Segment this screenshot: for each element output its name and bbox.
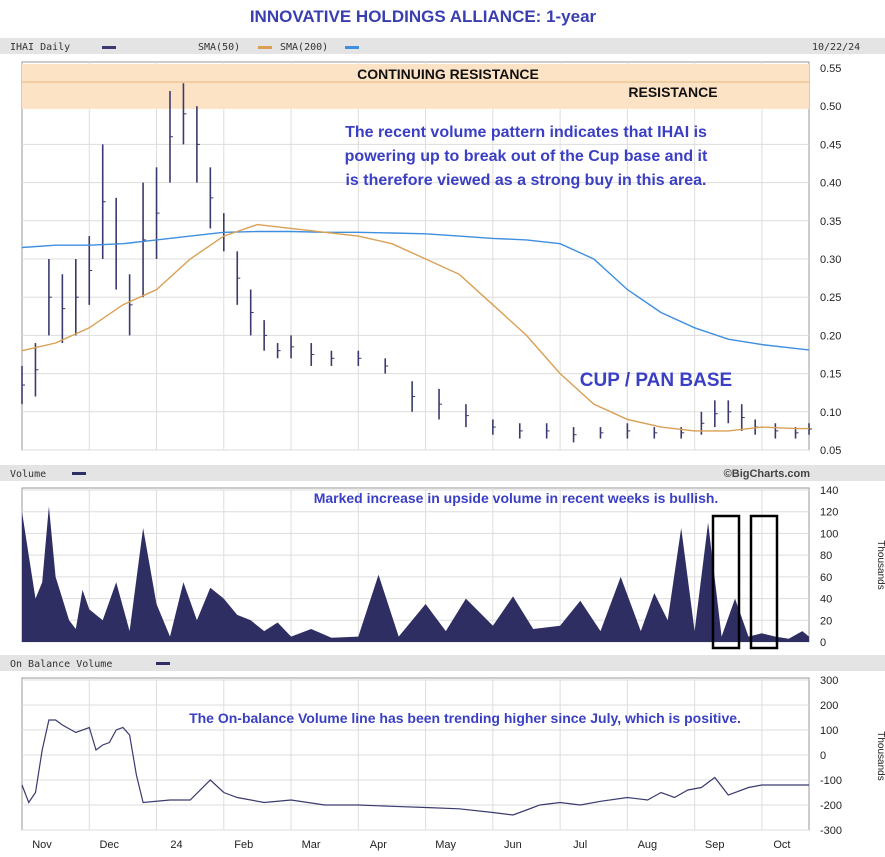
obv-y-tick-2: 100 xyxy=(820,725,838,737)
price-bars xyxy=(21,83,812,443)
obv-gridlines xyxy=(22,678,809,831)
volume-area xyxy=(22,506,809,642)
x-tick-6: May xyxy=(435,839,456,851)
cup-pan-base-label: CUP / PAN BASE xyxy=(580,370,732,391)
price-annotation-line-1: The recent volume pattern indicates that… xyxy=(345,124,707,141)
price-y-tick-3: 0.40 xyxy=(820,178,841,190)
obv-y-tick-5: -200 xyxy=(820,800,842,812)
price-panel-frame xyxy=(21,61,810,451)
volume-unit-label: Thousands xyxy=(875,540,885,589)
price-y-tick-0: 0.55 xyxy=(820,63,841,75)
sma50-legend-swatch xyxy=(258,46,272,49)
continuing-resistance-label: CONTINUING RESISTANCE xyxy=(357,66,539,82)
price-y-tick-10: 0.05 xyxy=(820,445,841,457)
obv-y-tick-0: 300 xyxy=(820,675,838,687)
volume-y-tick-7: 0 xyxy=(820,637,826,649)
x-tick-2: 24 xyxy=(170,839,182,851)
x-tick-3: Feb xyxy=(234,839,253,851)
obv-y-tick-3: 0 xyxy=(820,750,826,762)
x-axis: Nov Dec 24 Feb Mar Apr May Jun Jul Aug Sep Oct xyxy=(32,839,790,851)
price-y-tick-4: 0.35 xyxy=(820,216,841,228)
price-y-tick-5: 0.30 xyxy=(820,254,841,266)
obv-y-tick-4: -100 xyxy=(820,775,842,787)
sma200-legend-swatch xyxy=(345,46,359,49)
obv-y-tick-1: 200 xyxy=(820,700,838,712)
sma200-legend-label: SMA(200) xyxy=(280,42,328,53)
obv-legend-swatch xyxy=(156,662,170,665)
x-tick-11: Oct xyxy=(773,839,790,851)
obv-panel: The On-balance Volume line has been tren… xyxy=(21,675,885,837)
volume-y-tick-2: 100 xyxy=(820,528,838,540)
price-legend-label: IHAI Daily xyxy=(10,42,70,53)
header-strip xyxy=(0,38,885,54)
price-y-axis: 0.55 0.50 0.45 0.40 0.35 0.30 0.25 0.20 0.15 0.10… xyxy=(820,63,841,457)
chart-title: INNOVATIVE HOLDINGS ALLIANCE: 1-year xyxy=(250,7,597,26)
price-y-tick-7: 0.20 xyxy=(820,330,841,342)
price-y-tick-2: 0.45 xyxy=(820,139,841,151)
x-tick-1: Dec xyxy=(99,839,119,851)
obv-legend-label: On Balance Volume xyxy=(10,659,112,670)
volume-y-tick-6: 20 xyxy=(820,615,832,627)
volume-annotation: Marked increase in upside volume in rece… xyxy=(314,490,719,506)
x-tick-5: Apr xyxy=(370,839,387,851)
chart-date: 10/22/24 xyxy=(812,42,860,53)
volume-highlight-box-1 xyxy=(711,514,741,650)
price-annotation-line-2: powering up to break out of the Cup base… xyxy=(345,148,708,165)
volume-y-tick-4: 60 xyxy=(820,572,832,584)
resistance-label: RESISTANCE xyxy=(628,84,717,100)
price-legend-swatch xyxy=(102,46,116,49)
obv-annotation: The On-balance Volume line has been tren… xyxy=(189,710,741,726)
price-panel: CONTINUING RESISTANCE RESISTANCE The rec… xyxy=(21,61,841,457)
x-tick-4: Mar xyxy=(302,839,321,851)
volume-y-tick-0: 140 xyxy=(820,485,838,497)
obv-line xyxy=(21,719,809,816)
price-y-tick-8: 0.15 xyxy=(820,369,841,381)
obv-unit-label: Thousands xyxy=(875,731,885,780)
volume-y-tick-5: 40 xyxy=(820,594,832,606)
price-y-tick-9: 0.10 xyxy=(820,407,841,419)
x-tick-7: Jun xyxy=(504,839,522,851)
volume-panel: Marked increase in upside volume in rece… xyxy=(21,485,885,650)
resistance-band xyxy=(22,64,809,109)
sma50-legend-label: SMA(50) xyxy=(198,42,240,53)
obv-y-axis: 300 200 100 0 -100 -200 -300 xyxy=(820,675,842,837)
volume-y-axis: 140 120 100 80 60 40 20 0 xyxy=(820,485,838,649)
x-tick-10: Sep xyxy=(705,839,725,851)
volume-y-tick-1: 120 xyxy=(820,507,838,519)
x-tick-8: Jul xyxy=(573,839,587,851)
bigcharts-credit: ©BigCharts.com xyxy=(724,468,811,480)
price-annotation-line-3: is therefore viewed as a strong buy in t… xyxy=(345,172,706,189)
sma50-line xyxy=(21,223,809,432)
volume-highlight-box-2 xyxy=(749,514,779,650)
sma200-line xyxy=(21,230,810,351)
x-tick-0: Nov xyxy=(32,839,52,851)
obv-y-tick-6: -300 xyxy=(820,825,842,837)
price-y-tick-1: 0.50 xyxy=(820,101,841,113)
volume-legend-label: Volume xyxy=(10,469,46,480)
price-y-tick-6: 0.25 xyxy=(820,292,841,304)
obv-header-strip xyxy=(0,655,885,671)
x-tick-9: Aug xyxy=(638,839,658,851)
volume-y-tick-3: 80 xyxy=(820,550,832,562)
volume-legend-swatch xyxy=(72,472,86,475)
volume-header-strip xyxy=(0,465,885,481)
